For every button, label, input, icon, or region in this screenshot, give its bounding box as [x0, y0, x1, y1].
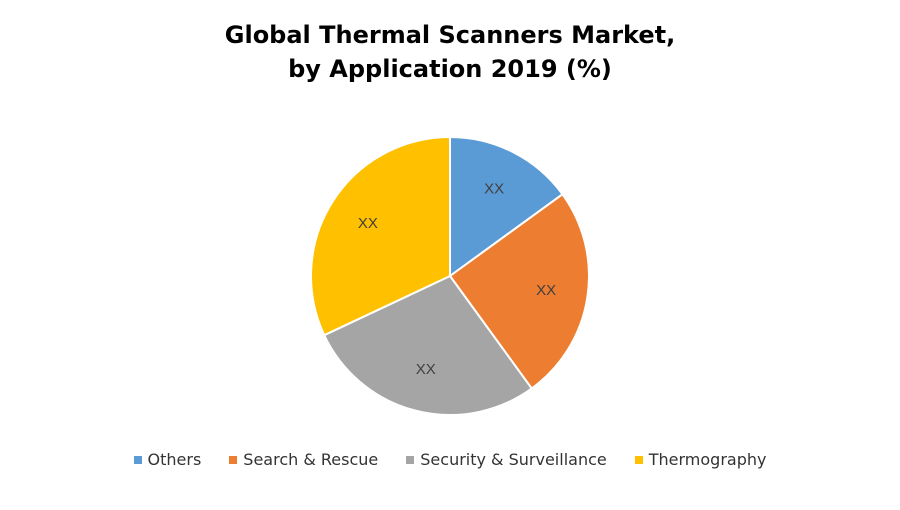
chart-legend: Others Search & Rescue Security & Survei… — [0, 450, 900, 469]
pie-slice-others — [449, 135, 564, 278]
pie-chart: XX XX XX XX — [310, 135, 590, 416]
chart-title: Global Thermal Scanners Market, by Appli… — [0, 18, 900, 86]
data-label-search-rescue: XX — [536, 282, 556, 299]
legend-swatch-others — [133, 455, 142, 464]
legend-item-others: Others — [133, 450, 202, 469]
pie-slice-thermography — [310, 135, 451, 337]
data-label-others: XX — [484, 180, 504, 197]
legend-label-thermography: Thermography — [648, 450, 767, 469]
chart-title-line-2: by Application 2019 (%) — [288, 55, 612, 83]
legend-swatch-thermography — [634, 455, 643, 464]
data-label-security-surveillance: XX — [416, 361, 436, 378]
legend-item-search-rescue: Search & Rescue — [229, 450, 378, 469]
legend-item-security-surveillance: Security & Surveillance — [406, 450, 607, 469]
chart-title-line-1: Global Thermal Scanners Market, — [224, 21, 676, 49]
pie-slice-security-surveillance — [322, 274, 534, 416]
legend-label-security-surveillance: Security & Surveillance — [420, 450, 607, 469]
legend-swatch-search-rescue — [229, 455, 238, 464]
legend-label-search-rescue: Search & Rescue — [243, 450, 379, 469]
legend-swatch-security-surveillance — [406, 455, 415, 464]
legend-label-others: Others — [147, 450, 202, 469]
pie-slice-search-rescue — [448, 192, 590, 390]
data-label-thermography: XX — [358, 215, 378, 232]
legend-item-thermography: Thermography — [634, 450, 767, 469]
